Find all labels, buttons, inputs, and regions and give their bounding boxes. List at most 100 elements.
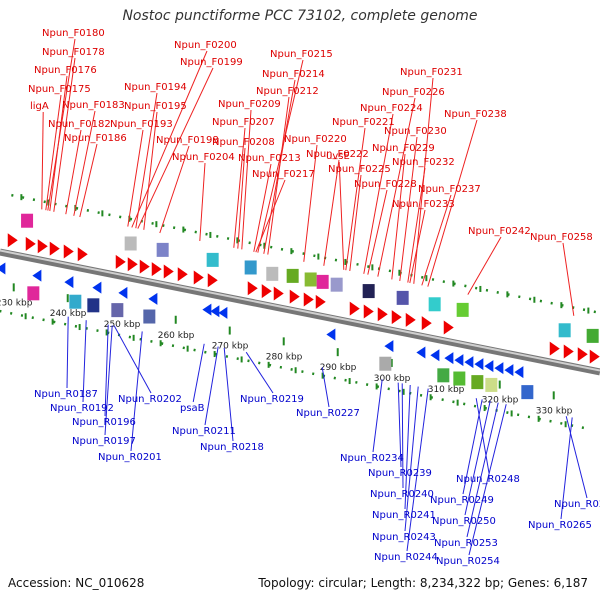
forward-leader-line — [427, 119, 478, 287]
reverse-leader-line — [204, 346, 219, 426]
feature-box — [27, 286, 40, 301]
forward-gene-label: Npun_F0204 — [172, 152, 235, 163]
forward-gene-label: Npun_F0214 — [262, 69, 325, 80]
forward-gene-label: Npun_F0213 — [238, 153, 301, 164]
forward-gene-arrow — [177, 267, 188, 282]
reverse-leader-line — [560, 417, 573, 520]
forward-gene-label: Npun_F0176 — [34, 65, 97, 76]
forward-gene-arrow — [37, 239, 48, 254]
reverse-leader-line — [245, 351, 274, 394]
reverse-gene-arrow — [0, 262, 6, 275]
feature-box — [453, 371, 466, 386]
reverse-gene-label: Npun_R0196 — [72, 417, 136, 428]
reverse-gene-arrow — [430, 349, 440, 362]
axis-tick-label: 250 kbp — [104, 320, 141, 330]
forward-gene-label: Npun_F0225 — [328, 164, 391, 175]
reverse-gene-arrow — [444, 352, 454, 365]
forward-gene-arrow — [377, 307, 388, 322]
forward-gene-arrow — [289, 289, 300, 304]
reverse-gene-label: psaB — [180, 403, 205, 414]
forward-leader-line — [65, 129, 82, 215]
label-leader-lines — [41, 38, 588, 556]
forward-leader-line — [467, 236, 502, 295]
forward-gene-label: Npun_F0209 — [218, 99, 281, 110]
forward-gene-label: ligA — [30, 101, 49, 112]
genome-stats-label: Topology: circular; Length: 8,234,322 bp… — [258, 576, 588, 590]
feature-box — [379, 356, 392, 371]
reverse-gene-arrow — [64, 276, 74, 289]
reverse-gene-label: Npun_R0253 — [434, 538, 498, 549]
feature-box — [69, 294, 82, 309]
forward-gene-arrow — [563, 344, 574, 359]
forward-leader-line — [363, 113, 394, 274]
reverse-leader-line — [82, 320, 87, 403]
axis-tick-label: 290 kbp — [320, 363, 357, 373]
reverse-gene-arrow — [218, 306, 228, 319]
reverse-leader-line — [192, 343, 205, 403]
reverse-gene-label: Npun_R0244 — [374, 552, 438, 563]
reverse-leader-line — [397, 382, 402, 468]
forward-leader-line — [349, 174, 362, 272]
reverse-leader-line — [223, 347, 234, 442]
axis-tick-label: 330 kbp — [536, 406, 573, 416]
forward-leader-line — [257, 59, 304, 253]
forward-leader-line — [79, 143, 98, 218]
axis-tick-label: 310 kbp — [428, 385, 465, 395]
forward-gene-arrow — [63, 244, 74, 259]
forward-leader-line — [255, 179, 286, 253]
forward-leader-line — [421, 194, 452, 286]
forward-leader-line — [367, 189, 388, 275]
forward-leader-line — [237, 147, 246, 249]
reverse-gene-label: Npun_R0218 — [200, 442, 264, 453]
reverse-gene-label: Npun_R0264 — [554, 499, 600, 510]
forward-gene-label: Npun_F0233 — [392, 199, 455, 210]
gene-labels: Npun_F0180 Npun_F0178 Npun_F0176 Npun_F0175… — [28, 28, 600, 567]
feature-box — [286, 268, 299, 283]
forward-gene-label: Npun_F0183 — [62, 100, 125, 111]
reverse-gene-arrow — [494, 362, 504, 375]
reverse-gene-arrow — [484, 360, 494, 373]
forward-gene-label: Npun_F0194 — [124, 82, 187, 93]
forward-gene-label: Npun_F0195 — [124, 101, 187, 112]
gene-features — [0, 213, 600, 400]
reverse-gene-label: Npun_R0254 — [436, 556, 500, 567]
feature-box — [362, 284, 375, 299]
forward-gene-arrow — [247, 281, 258, 296]
backbone-highlight — [0, 249, 600, 372]
forward-leader-line — [73, 110, 96, 216]
axis-tick-label: 260 kbp — [158, 331, 195, 341]
forward-leader-line — [377, 97, 416, 277]
axis-tick-label: 240 kbp — [50, 309, 87, 319]
feature-box — [485, 377, 498, 392]
map-bands — [0, 193, 600, 431]
forward-gene-label: Npun_F0237 — [418, 184, 481, 195]
reverse-leader-line — [464, 400, 491, 516]
forward-leader-line — [127, 129, 144, 227]
forward-gene-arrow — [25, 236, 36, 251]
forward-gene-label: Npun_F0180 — [42, 28, 105, 39]
forward-gene-label: Npun_F0242 — [468, 226, 531, 237]
reverse-gene-arrow — [416, 346, 426, 359]
reverse-gene-label: Npun_R0250 — [432, 516, 496, 527]
reverse-gene-arrow — [454, 354, 464, 367]
forward-gene-label: Npun_F0212 — [256, 86, 319, 97]
reverse-gene-label: Npun_R0265 — [528, 520, 592, 531]
forward-leader-line — [562, 242, 575, 316]
forward-gene-arrow — [315, 294, 326, 309]
reverse-gene-arrow — [202, 303, 212, 316]
reverse-leader-line — [404, 386, 419, 532]
forward-leader-line — [303, 144, 318, 262]
reverse-gene-label: Npun_R0187 — [34, 389, 98, 400]
forward-gene-arrow — [303, 292, 314, 307]
feature-box — [87, 298, 100, 313]
forward-gene-arrow — [139, 259, 150, 274]
forward-gene-label: Npun_F0193 — [110, 119, 173, 130]
forward-leader-line — [399, 136, 418, 282]
feature-box — [244, 260, 257, 275]
accession-label: Accession: NC_010628 — [8, 576, 145, 590]
reverse-gene-arrow — [92, 281, 102, 294]
reverse-gene-label: Npun_R0219 — [240, 394, 304, 405]
forward-leader-line — [323, 159, 340, 266]
forward-leader-line — [53, 57, 76, 212]
